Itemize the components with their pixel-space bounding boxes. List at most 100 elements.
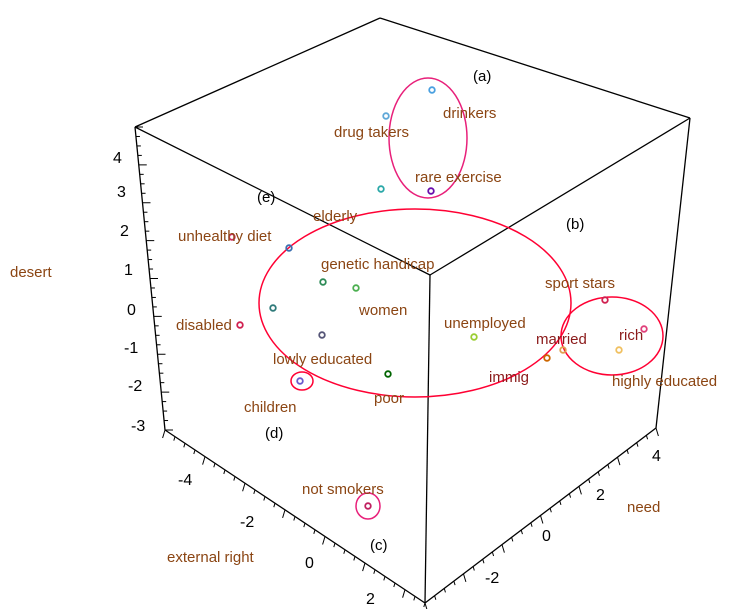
x-tick-label: 0 [305, 555, 314, 572]
tick-mark [443, 588, 446, 593]
tick-mark [540, 515, 544, 524]
y-tick-label: 4 [652, 448, 661, 465]
tick-mark [293, 516, 296, 521]
tick-mark [202, 456, 206, 465]
tick-mark [568, 493, 572, 498]
z-tick-label: 0 [127, 302, 136, 319]
tick-mark [424, 602, 428, 609]
x-tick-label: -4 [178, 472, 192, 489]
z-tick-label: -3 [131, 418, 145, 435]
z-tick-label: 3 [117, 184, 126, 201]
tick-mark [242, 483, 246, 492]
tick-mark [282, 509, 286, 518]
tick-mark [402, 589, 406, 598]
group-label: (a) [473, 68, 491, 85]
y-tick-label: 2 [596, 487, 605, 504]
tick-mark [530, 522, 533, 527]
label-unhealthy-diet: unhealthy diet [178, 228, 272, 245]
tick-mark [482, 559, 485, 564]
cube-edge [379, 17, 691, 119]
tick-mark [373, 569, 376, 574]
tick-mark [313, 529, 316, 534]
point-elderly [377, 185, 385, 193]
y-axis-ticks: 4 2 0 -2 [485, 448, 661, 587]
label-highly-educated: highly educated [612, 373, 717, 390]
tick-mark [343, 549, 346, 554]
tick-mark [645, 435, 649, 440]
cube-edge [134, 126, 431, 276]
tick-mark [434, 595, 437, 600]
point-not-smokers [364, 502, 372, 510]
tick-mark [162, 429, 166, 439]
tick-mark [183, 443, 186, 448]
tick-mark [472, 566, 475, 571]
group-c-circle [355, 492, 381, 520]
tick-mark [353, 556, 356, 561]
x-tick-label: -2 [240, 514, 254, 531]
tick-mark [413, 596, 416, 601]
z-axis-ticks: 4 3 2 1 0 -1 -2 -3 [113, 150, 145, 435]
y-tick-label: 0 [542, 528, 551, 545]
point-disabled [236, 321, 244, 329]
point-unemployed [470, 333, 478, 341]
tick-mark [453, 580, 456, 586]
tick-mark [383, 576, 386, 581]
point-highly-educated [615, 346, 623, 354]
x-tick-label: 2 [366, 591, 375, 608]
tick-mark [333, 542, 336, 548]
label-poor: poor [374, 390, 404, 407]
tick-marks [135, 126, 659, 609]
tick-mark [549, 508, 552, 513]
label-immig: immig [489, 369, 529, 386]
z-tick-label: -2 [128, 378, 142, 395]
z-tick-label: 1 [124, 262, 133, 279]
tick-mark [253, 489, 256, 495]
z-tick-label: 2 [120, 223, 129, 240]
point-genetic-handicap [319, 278, 327, 286]
y-axis-title: need [627, 499, 660, 516]
group-label: (d) [265, 425, 283, 442]
point-lowly-educated [318, 331, 326, 339]
label-children: children [244, 399, 297, 416]
label-genetic-handicap: genetic handicap [321, 256, 434, 273]
point-children [296, 377, 304, 385]
data-labels: drinkers drug takers rare exercise elderly u… [176, 105, 717, 498]
tick-mark [578, 486, 582, 495]
label-not-smokers: not smokers [302, 481, 384, 498]
cube-edge [655, 117, 691, 429]
label-married: married [536, 331, 587, 348]
data-points [228, 86, 648, 510]
label-drinkers: drinkers [443, 105, 496, 122]
tick-mark [263, 496, 266, 501]
label-drug-takers: drug takers [334, 124, 409, 141]
tick-mark [511, 537, 514, 542]
tick-mark [362, 562, 366, 572]
tick-mark [233, 476, 236, 481]
point-poor [384, 370, 392, 378]
tick-mark [322, 536, 326, 545]
cube-edge [424, 274, 431, 604]
x-axis-ticks: -4 -2 0 2 [178, 472, 375, 608]
point-sport-stars [601, 296, 609, 304]
group-a-circle [388, 77, 468, 199]
tick-mark [626, 449, 629, 455]
point-marker [285, 244, 293, 252]
x-axis-title: external right [167, 549, 255, 566]
tick-mark [520, 529, 523, 535]
cube-edge [134, 17, 381, 128]
tick-mark [193, 449, 196, 455]
label-sport-stars: sport stars [545, 275, 615, 292]
group-circles [258, 77, 664, 520]
tick-mark [173, 436, 176, 441]
tick-mark [491, 551, 495, 557]
children-circle [290, 371, 314, 391]
cube-frame [134, 17, 691, 604]
tick-mark [607, 464, 610, 469]
tick-mark [588, 478, 591, 484]
label-rich: rich [619, 327, 643, 344]
group-label: (e) [257, 189, 275, 206]
label-elderly: elderly [313, 208, 358, 225]
point-drinkers [428, 86, 436, 94]
point-rich [640, 325, 648, 333]
